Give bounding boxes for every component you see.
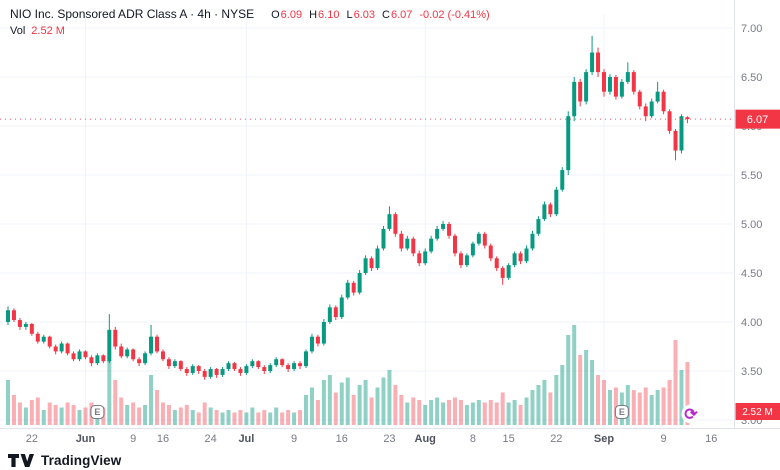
svg-text:4.00: 4.00 (741, 317, 762, 329)
change-value: -0.02 (-0.41%) (419, 9, 490, 21)
svg-text:16: 16 (705, 433, 717, 445)
time-axis[interactable]: 22 Jun 9 16 24 Jul 9 16 23 Aug 8 15 22 Sep 9 16 (26, 433, 718, 445)
svg-text:6.50: 6.50 (741, 72, 762, 84)
open-label: O (271, 9, 280, 21)
price-axis[interactable]: 7.006.506.005.505.004.504.003.503.00 (741, 23, 762, 427)
svg-text:24: 24 (205, 433, 217, 445)
svg-text:Sep: Sep (594, 433, 614, 445)
tradingview-logo[interactable]: TradingView (8, 453, 121, 468)
svg-text:2.52 M: 2.52 M (742, 407, 773, 418)
earnings-marker[interactable]: E (614, 404, 629, 420)
low-value: 6.03 (353, 9, 376, 21)
svg-text:9: 9 (291, 433, 297, 445)
svg-text:5.50: 5.50 (741, 170, 762, 182)
high-label: H (309, 9, 318, 21)
svg-text:3.50: 3.50 (741, 366, 762, 378)
svg-text:6.07: 6.07 (747, 114, 768, 126)
svg-text:5.00: 5.00 (741, 219, 762, 231)
svg-text:Jun: Jun (76, 433, 96, 445)
svg-text:Aug: Aug (415, 433, 436, 445)
close-value: 6.07 (390, 9, 413, 21)
axis-lines (0, 0, 780, 429)
svg-text:22: 22 (550, 433, 562, 445)
last-price-badge: 6.07 (735, 109, 780, 129)
svg-text:4.50: 4.50 (741, 268, 762, 280)
symbol-title[interactable]: NIO Inc. Sponsored ADR Class A · 4h · NY… (10, 7, 255, 21)
svg-text:16: 16 (157, 433, 169, 445)
low-label: L (346, 9, 353, 21)
svg-text:15: 15 (503, 433, 515, 445)
open-value: 6.09 (280, 9, 303, 21)
volume-value: 2.52 M (31, 25, 65, 37)
svg-text:8: 8 (470, 433, 476, 445)
candles (6, 35, 690, 380)
close-label: C (382, 9, 390, 21)
svg-text:23: 23 (383, 433, 395, 445)
refresh-icon[interactable]: ⟳ (681, 404, 701, 424)
volume-bars (6, 325, 690, 425)
tradingview-logo-text: TradingView (41, 453, 122, 468)
tradingview-logo-mark (8, 454, 34, 467)
svg-text:22: 22 (26, 433, 38, 445)
svg-text:E: E (619, 407, 625, 417)
svg-text:Jul: Jul (238, 433, 254, 445)
svg-text:E: E (94, 407, 100, 417)
volume-badge: 2.52 M (735, 403, 780, 420)
earnings-marker[interactable]: E (90, 404, 105, 420)
svg-text:⟳: ⟳ (684, 407, 698, 424)
high-value: 6.10 (318, 9, 340, 21)
svg-text:7.00: 7.00 (741, 23, 762, 35)
svg-text:9: 9 (130, 433, 136, 445)
svg-text:16: 16 (336, 433, 348, 445)
volume-label[interactable]: Vol (10, 25, 26, 37)
svg-text:9: 9 (661, 433, 667, 445)
chart-legend: NIO Inc. Sponsored ADR Class A · 4h · NY… (10, 7, 490, 37)
